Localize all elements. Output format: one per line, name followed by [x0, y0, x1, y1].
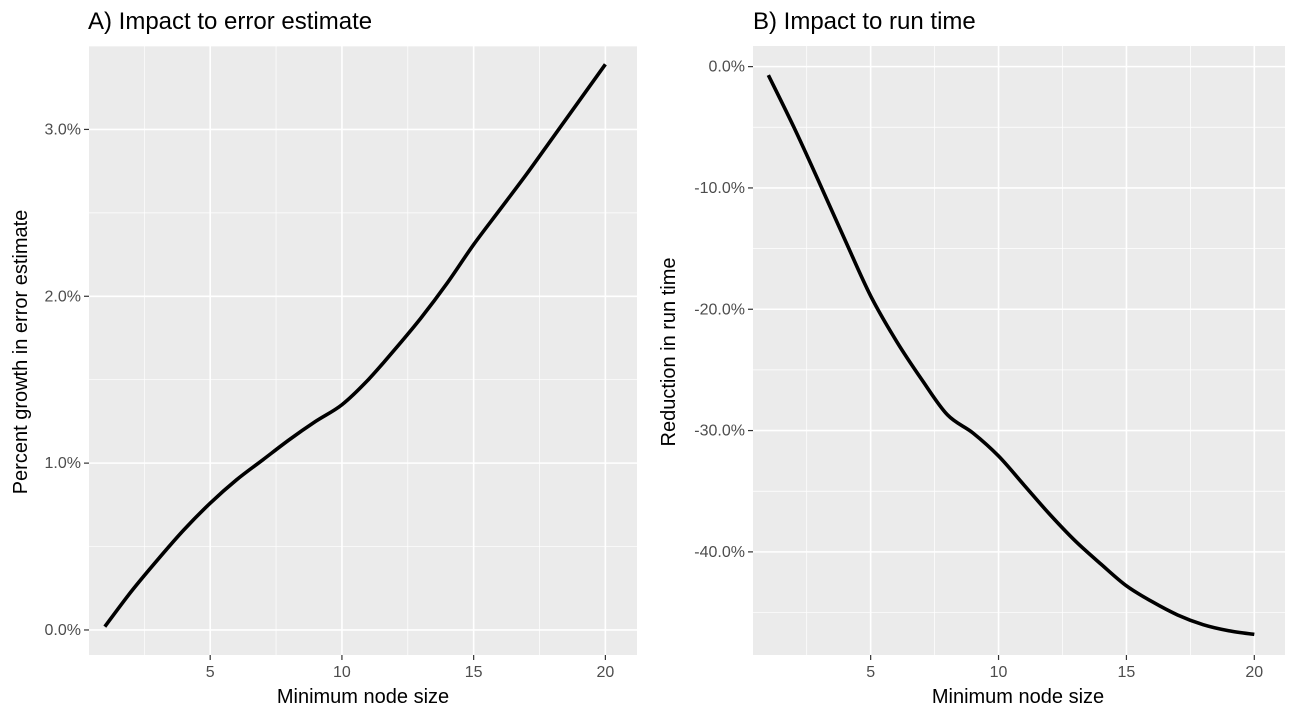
panel-a-x-axis-label: Minimum node size [277, 686, 449, 708]
panel-b-y-axis-label: Reduction in run time [658, 258, 680, 447]
panel-b-y-tick-label-3: -30.0% [694, 423, 745, 440]
panel-a-x-tick-label-0: 5 [206, 664, 215, 681]
panel-b-x-tick-label-0: 5 [866, 664, 875, 681]
panel-a-x-tick-label-1: 10 [333, 664, 351, 681]
panel-a-y-tick-label-2: 2.0% [45, 288, 81, 305]
panel-a-x-tick-label-3: 20 [596, 664, 614, 681]
panel-b-series-line-0 [766, 74, 1255, 637]
panel-b-y-tick-label-1: -10.0% [694, 180, 745, 197]
panel-b-x-axis-label: Minimum node size [932, 686, 1104, 708]
panel-a-y-tick-label-1: 1.0% [45, 455, 81, 472]
panel-a-title: A) Impact to error estimate [88, 8, 372, 35]
panel-b-x-tick-label-1: 10 [990, 664, 1008, 681]
panel-a: A) Impact to error estimate Minimum node… [10, 8, 637, 708]
panel-b-x-tick-label-3: 20 [1245, 664, 1263, 681]
panel-b-y-tick-label-0: 0.0% [709, 59, 745, 76]
panel-a-series-line-0 [103, 63, 607, 628]
panel-b-title: B) Impact to run time [753, 8, 976, 35]
panel-a-y-axis-label: Percent growth in error estimate [10, 210, 32, 495]
panel-b-y-tick-label-2: -20.0% [694, 301, 745, 318]
panel-a-y-tick-label-0: 0.0% [45, 622, 81, 639]
panel-b-y-tick-label-4: -40.0% [694, 544, 745, 561]
panel-b-plot-background [753, 46, 1285, 655]
panel-b-x-tick-label-2: 15 [1118, 664, 1136, 681]
panel-a-x-tick-label-2: 15 [465, 664, 483, 681]
panel-b: B) Impact to run time Minimum node size … [658, 8, 1285, 708]
panel-a-y-tick-label-3: 3.0% [45, 121, 81, 138]
